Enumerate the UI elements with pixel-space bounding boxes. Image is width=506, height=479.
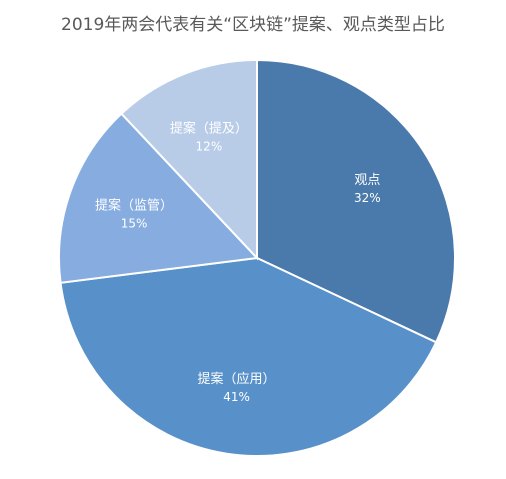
slice-label-0: 观点 (354, 173, 380, 188)
chart-title: 2019年两会代表有关“区块链”提案、观点类型占比 (61, 15, 445, 35)
slice-value-label-0: 32% (354, 191, 381, 205)
slice-label-1: 提案（应用） (198, 371, 276, 387)
slice-value-label-2: 15% (121, 217, 148, 231)
pie-slices (58, 58, 456, 457)
pie-slice-1 (59, 256, 438, 457)
slice-value-label-1: 41% (223, 390, 250, 404)
pie-slice-3 (120, 58, 258, 261)
slice-label-2: 提案（监管） (95, 198, 173, 214)
pie-labels: 观点 32% 提案（应用） 41% 提案（监管） 15% 提案（提及） 12% (95, 121, 381, 405)
slice-value-label-3: 12% (196, 140, 223, 154)
pie-slice-2 (58, 112, 260, 284)
pie-slice-0 (256, 58, 456, 344)
slice-label-3: 提案（提及） (170, 121, 248, 137)
